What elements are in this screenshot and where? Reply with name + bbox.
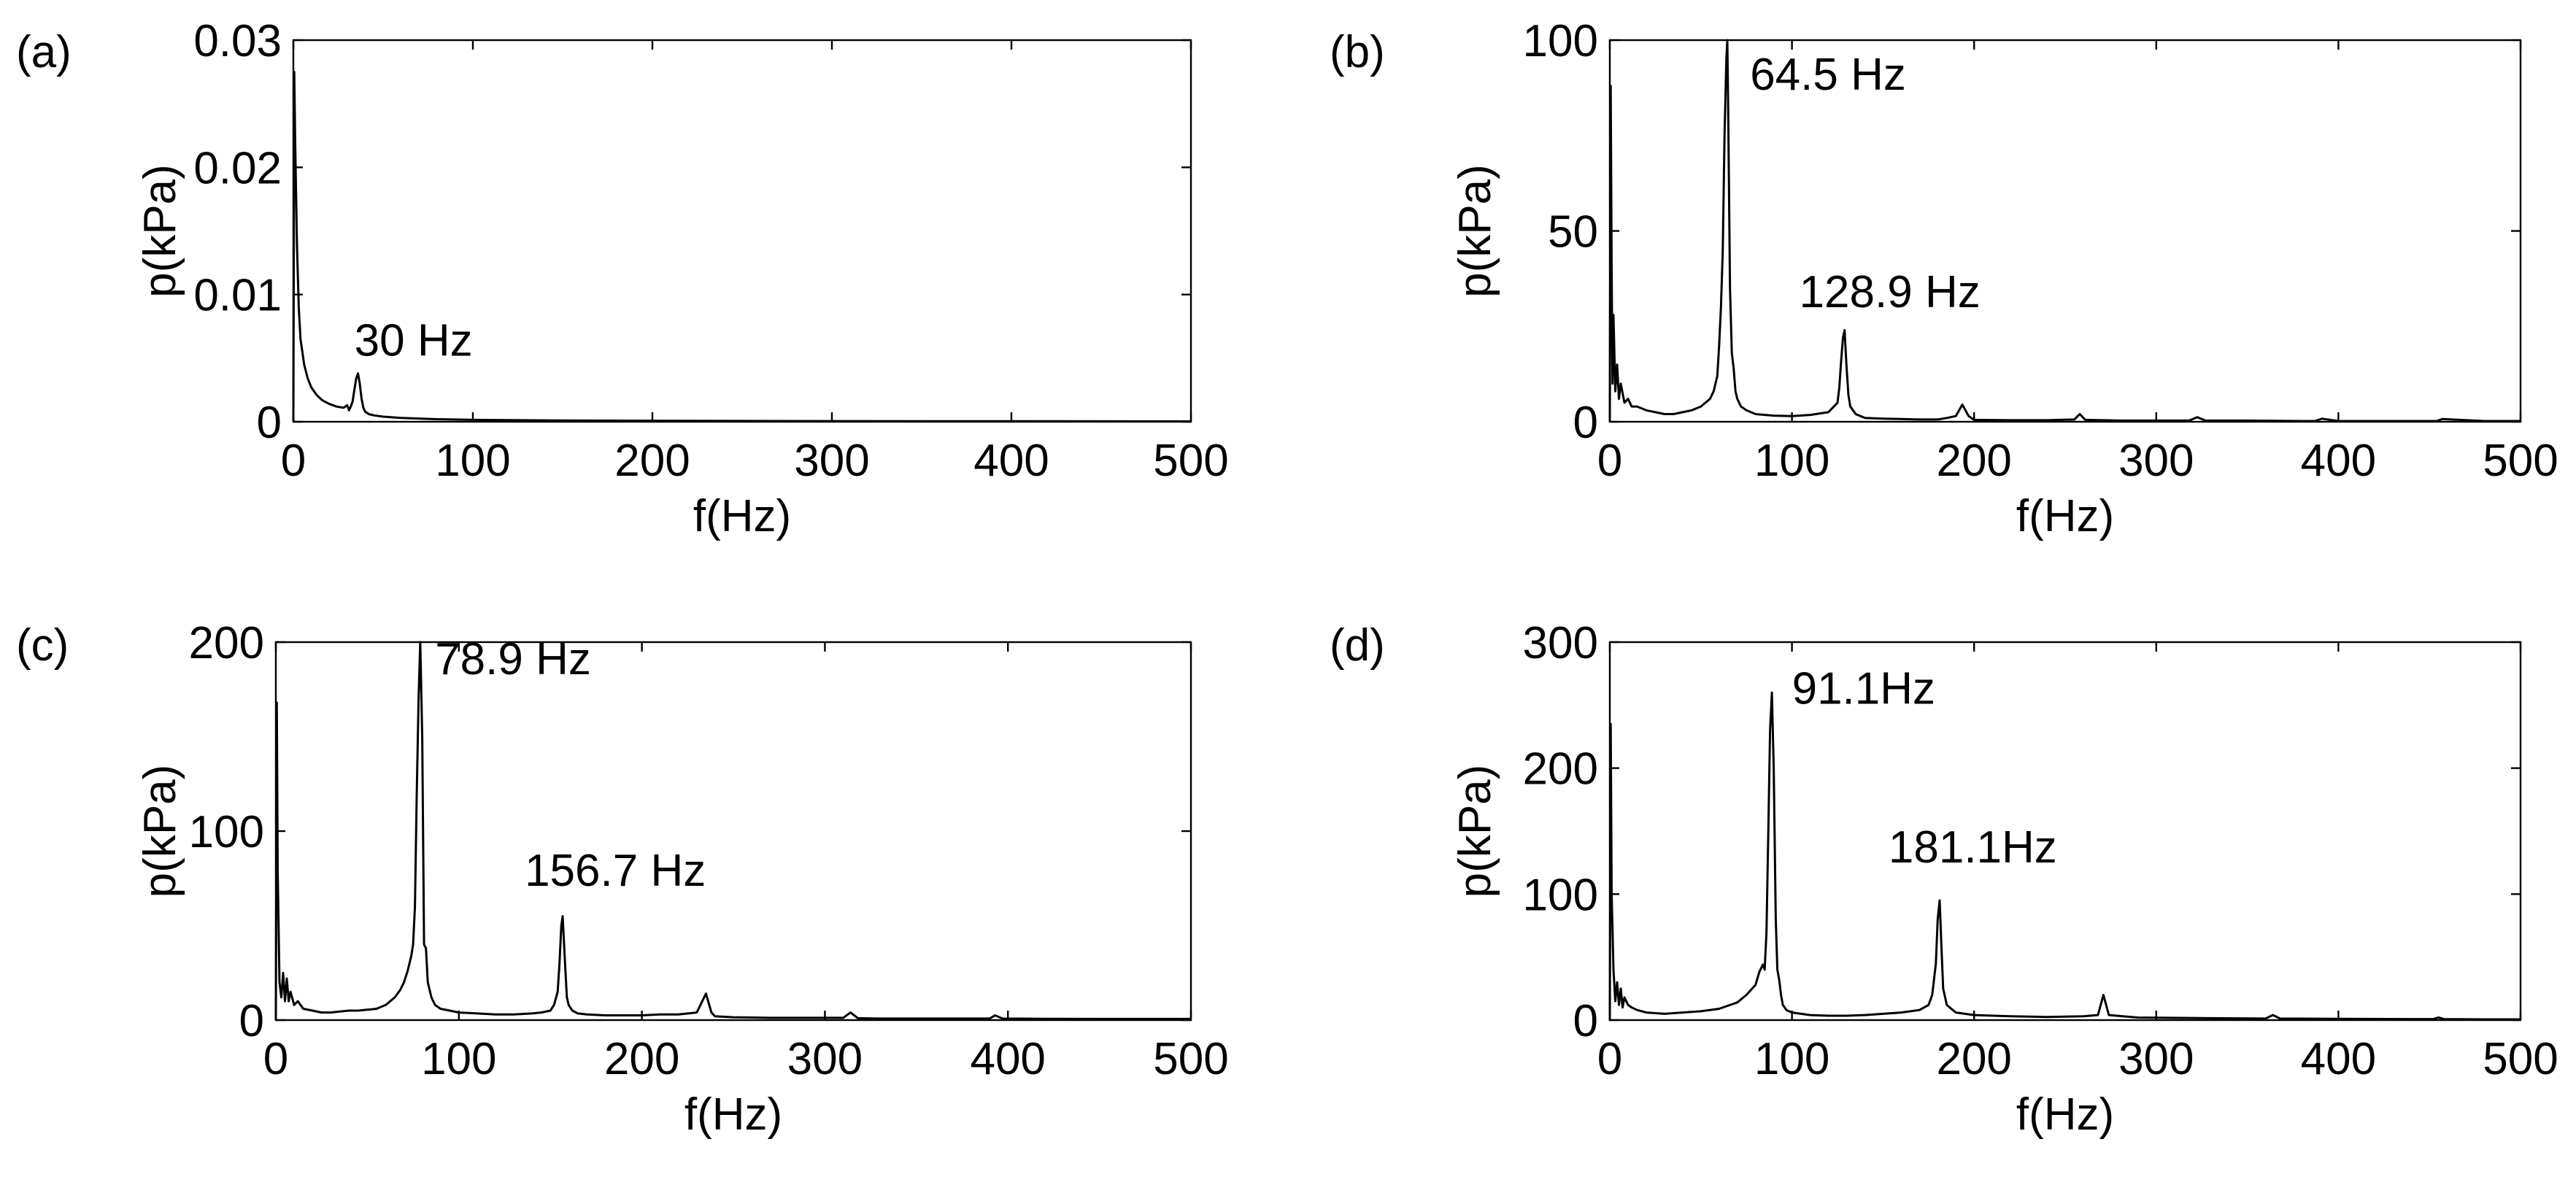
spectrum-line	[274, 641, 1191, 1021]
x-tick-label: 100	[1754, 1034, 1829, 1084]
panel-c: (c)0 100 200 300 400 5000100200f(Hz)p(kPa)78.…	[16, 618, 1229, 1140]
peak-annotation: 128.9 Hz	[1800, 267, 1981, 317]
y-tick-label: 0	[1573, 398, 1598, 448]
plot-frame	[292, 39, 1192, 423]
y-tick-label: 100	[1523, 870, 1598, 920]
x-tick-label: 300	[794, 436, 869, 486]
x-tick-label: 0	[1597, 1034, 1622, 1084]
x-tick-label: 400	[2301, 436, 2376, 486]
y-axis-label: p(kPa)	[1450, 164, 1500, 298]
x-axis-label: f(Hz)	[685, 1089, 782, 1140]
y-tick-label: 0	[239, 996, 264, 1046]
y-tick-label: 200	[189, 618, 264, 668]
x-axis-label: f(Hz)	[2016, 1089, 2114, 1140]
x-tick-label: 0	[281, 436, 306, 486]
x-tick-label: 100	[1754, 436, 1829, 486]
y-tick-label: 0	[1573, 996, 1598, 1046]
y-axis-label: p(kPa)	[135, 765, 185, 898]
x-tick-label: 100	[435, 436, 510, 486]
peak-annotation: 78.9 Hz	[435, 634, 591, 684]
x-tick-label: 300	[2118, 436, 2194, 486]
x-tick-label: 400	[970, 1034, 1045, 1084]
x-tick-label: 100	[421, 1034, 496, 1084]
x-tick-label: 300	[787, 1034, 863, 1084]
x-tick-label: 400	[2301, 1034, 2376, 1084]
x-tick-label: 500	[2483, 1034, 2558, 1084]
x-tick-label: 200	[1936, 436, 2011, 486]
x-tick-label: 400	[973, 436, 1049, 486]
y-tick-label: 0	[257, 398, 282, 448]
panel-label: (a)	[16, 27, 72, 77]
spectrum-line	[292, 71, 1192, 422]
x-axis-label: f(Hz)	[693, 491, 791, 541]
x-tick-label: 500	[2483, 436, 2558, 486]
x-tick-label: 200	[614, 436, 690, 486]
y-tick-label: 300	[1523, 618, 1598, 668]
peak-annotation: 156.7 Hz	[525, 846, 706, 896]
y-axis-label: p(kPa)	[1450, 765, 1500, 898]
y-tick-label: 200	[1523, 744, 1598, 795]
y-tick-label: 100	[1523, 16, 1598, 66]
peak-annotation: 64.5 Hz	[1750, 50, 1906, 100]
peak-annotation: 181.1Hz	[1889, 822, 2057, 873]
panel-label: (d)	[1330, 620, 1385, 671]
y-tick-label: 0.02	[193, 143, 282, 193]
y-tick-label: 50	[1548, 207, 1598, 258]
panel-a: (a) 0 100 200 300 400 500 0 0.01 0.02 0.03 f(Hz) p(k…	[16, 16, 1229, 541]
peak-annotation: 30 Hz	[355, 315, 473, 366]
x-tick-label: 200	[604, 1034, 679, 1084]
spectrum-line	[1608, 691, 2521, 1021]
peak-annotation: 91.1Hz	[1792, 664, 1935, 714]
y-tick-label: 0.01	[193, 271, 282, 321]
panel-d: (d)0 100 200 300 400 5000100200300f(Hz)p(kPa)…	[1330, 618, 2558, 1140]
x-tick-label: 200	[1936, 1034, 2011, 1084]
x-tick-label: 0	[263, 1034, 288, 1084]
x-tick-label: 500	[1153, 1034, 1228, 1084]
plot-frame	[274, 641, 1192, 1022]
x-tick-label: 0	[1597, 436, 1622, 486]
x-tick-label: 500	[1153, 436, 1228, 486]
x-tick-label: 300	[2118, 1034, 2194, 1084]
plot-frame	[1608, 39, 2522, 423]
panel-label: (c)	[16, 620, 69, 671]
plot-frame	[1608, 641, 2522, 1022]
x-axis-label: f(Hz)	[2016, 491, 2114, 541]
spectrum-line	[1608, 39, 2521, 422]
y-tick-label: 0.03	[193, 16, 282, 66]
y-tick-label: 100	[189, 807, 264, 857]
panel-b: (b) 0 100 200 300 400 500 0 50 100 f(Hz) p(kPa) 64.5…	[1330, 16, 2558, 541]
panel-label: (b)	[1330, 27, 1385, 77]
y-axis-label: p(kPa)	[135, 164, 185, 298]
